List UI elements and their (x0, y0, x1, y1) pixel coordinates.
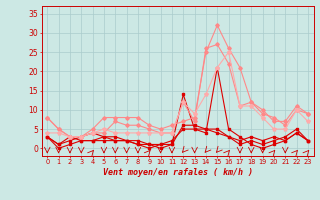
X-axis label: Vent moyen/en rafales ( km/h ): Vent moyen/en rafales ( km/h ) (103, 168, 252, 177)
